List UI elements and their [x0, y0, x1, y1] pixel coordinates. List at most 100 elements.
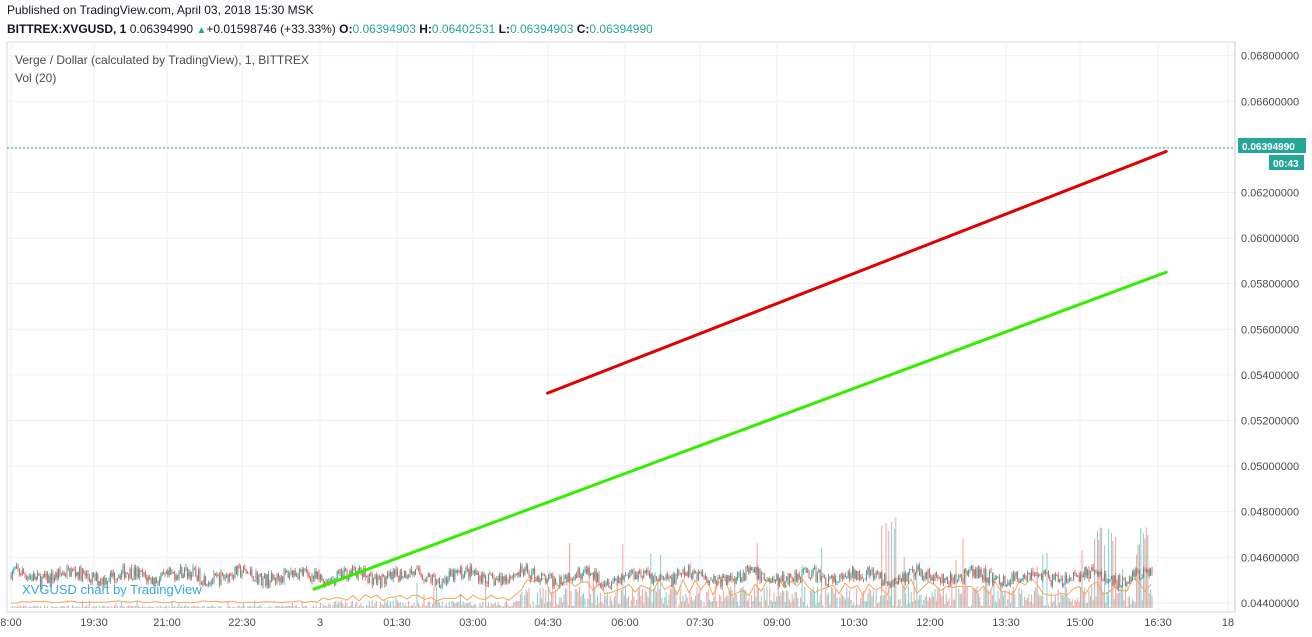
candle [762, 573, 764, 574]
candle [539, 580, 541, 582]
volume-bar [664, 597, 666, 608]
candle [272, 573, 274, 580]
volume-bar [829, 604, 831, 608]
candle [879, 572, 881, 578]
volume-bar [958, 588, 960, 608]
volume-bar [24, 605, 26, 608]
volume-bar [135, 606, 137, 608]
candle [436, 582, 438, 585]
candle [161, 572, 163, 576]
candle [928, 569, 930, 575]
volume-bar [375, 601, 377, 608]
volume-bar [367, 605, 369, 608]
volume-bar [1140, 527, 1142, 608]
candle [352, 566, 354, 574]
volume-bar [395, 598, 397, 608]
volume-bar [1088, 590, 1090, 608]
volume-bar [513, 602, 515, 608]
candle [689, 566, 691, 577]
candle [898, 576, 900, 585]
candle [1045, 570, 1047, 574]
volume-bar [297, 607, 299, 608]
volume-bar [196, 605, 198, 608]
candle [1040, 575, 1042, 580]
volume-bar [609, 596, 611, 608]
close-value: 0.06394990 [589, 22, 653, 36]
candle [875, 571, 877, 577]
volume-bar [482, 601, 484, 608]
volume-bar [728, 590, 730, 608]
volume-bar [255, 606, 257, 608]
volume-bar [545, 590, 547, 608]
candle [567, 573, 569, 582]
candle [902, 574, 904, 582]
candle [914, 572, 916, 577]
candle [1124, 579, 1126, 587]
candle [289, 575, 291, 578]
candle [83, 570, 85, 573]
volume-bar [280, 606, 282, 608]
volume-bar [52, 606, 54, 608]
candle [770, 580, 772, 582]
candle [90, 579, 92, 583]
candle [1081, 573, 1083, 575]
candle [1126, 581, 1128, 587]
volume-bar [938, 588, 940, 608]
volume-bar [98, 605, 100, 608]
volume-bar [968, 606, 970, 608]
volume-bar [518, 600, 520, 608]
candle [91, 574, 93, 583]
candle [1068, 577, 1070, 581]
volume-bar [507, 604, 509, 608]
candle [907, 572, 909, 582]
y-tick-label: 0.05800000 [1241, 279, 1299, 291]
volume-bar [935, 600, 937, 608]
volume-bar [1029, 601, 1031, 608]
candle [1054, 574, 1056, 580]
volume-bar [672, 589, 674, 608]
volume-bar [758, 587, 760, 608]
volume-bar [79, 607, 81, 608]
candle [513, 573, 515, 579]
volume-bar [650, 553, 652, 608]
volume-bar [378, 606, 380, 608]
volume-bar [1151, 595, 1153, 608]
candle [1120, 586, 1122, 588]
candle [752, 568, 754, 571]
volume-bar [384, 600, 386, 608]
volume-bar [723, 590, 725, 608]
volume-bar [879, 595, 881, 608]
volume-bar [32, 605, 34, 608]
volume-bar [38, 607, 40, 608]
volume-bar [626, 598, 628, 608]
candle [1084, 567, 1086, 578]
volume-bar [788, 599, 790, 608]
candle [791, 577, 793, 580]
volume-bar [710, 601, 712, 608]
candle [1001, 583, 1003, 587]
volume-bar [492, 604, 494, 608]
volume-bar [322, 603, 324, 608]
candle [947, 577, 949, 584]
candle [101, 577, 103, 584]
candle [339, 569, 341, 574]
candle [581, 573, 583, 579]
candle [174, 572, 176, 580]
volume-bar [989, 605, 991, 608]
candle [1094, 570, 1096, 572]
candle [1019, 581, 1021, 583]
volume-bar [443, 607, 445, 608]
volume-bar [18, 607, 20, 608]
candle [1029, 573, 1031, 579]
candle [223, 574, 225, 579]
volume-bar [979, 596, 981, 608]
volume-bar [776, 596, 778, 608]
candle [849, 571, 851, 580]
volume-bar [517, 601, 519, 608]
volume-bar [976, 586, 978, 608]
volume-bar [182, 607, 184, 608]
volume-bar [1133, 600, 1135, 608]
candle [671, 577, 673, 587]
watermark: XVGUSD chart by TradingView [22, 582, 202, 597]
